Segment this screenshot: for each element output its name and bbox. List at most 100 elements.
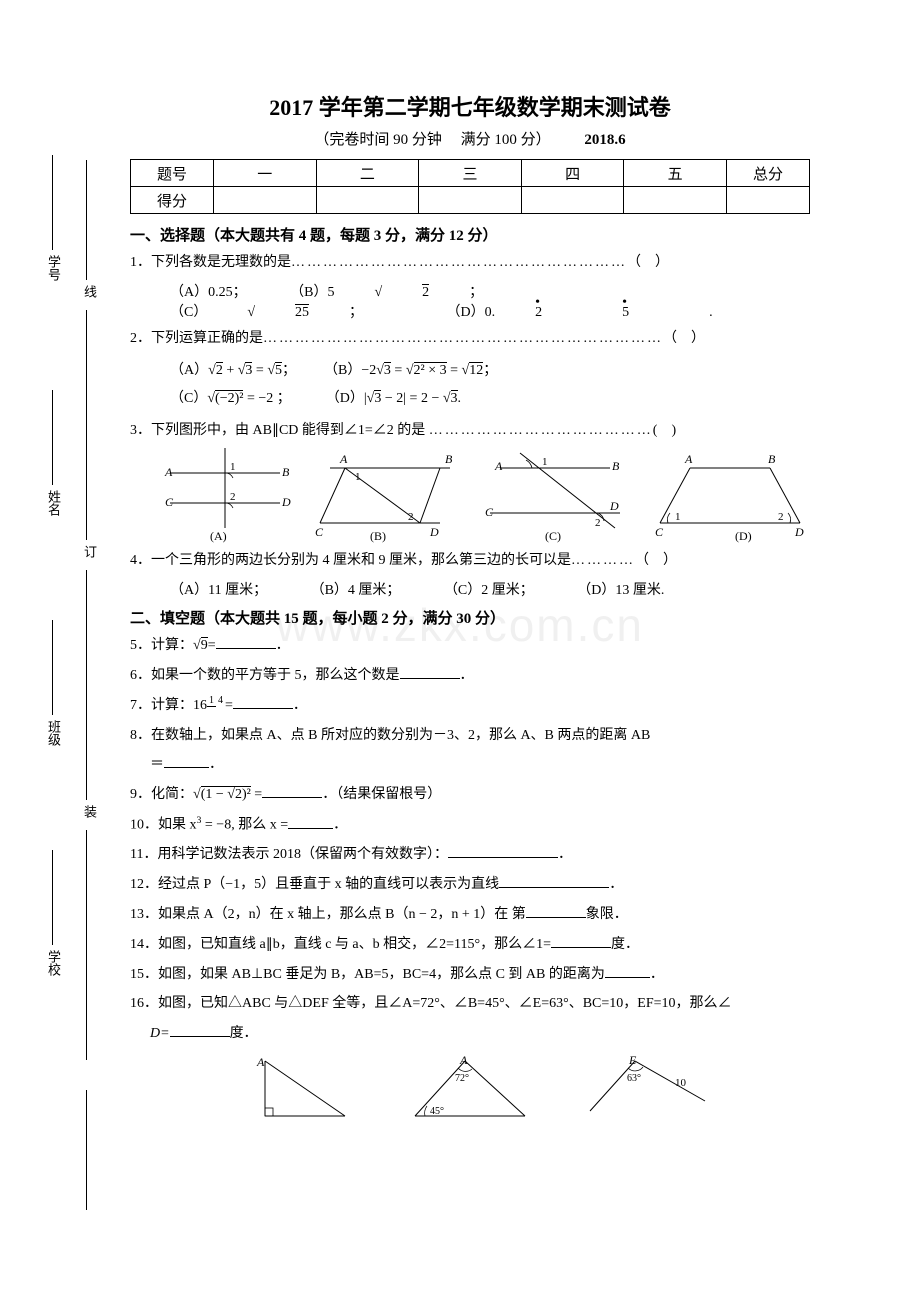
tbl-b5[interactable] [624,187,727,214]
q5: 5．计算：√9=． [130,634,810,658]
tbl-h1: 一 [214,160,317,187]
q8b: ＝． [150,753,810,777]
q1-opts: （A）0.25； （B）5√2； （C）√25； （D）0.•2•5. [170,281,810,321]
q4-stem: 4．一个三角形的两边长分别为 4 厘米和 9 厘米，那么第三边的长可以是 [130,553,571,568]
svg-text:2: 2 [778,511,784,523]
svg-text:D: D [609,499,619,513]
side-name: 姓名 [44,490,63,516]
q4-C: （C）2 厘米； [444,579,534,599]
q3-figA: A B C D 1 2 (A) [150,448,300,543]
section-1: 一、选择题（本大题共有 4 题，每题 3 分，满分 12 分） [130,224,810,245]
svg-text:D: D [281,495,291,509]
q6: 6．如果一个数的平方等于 5，那么这个数是． [130,664,810,688]
fig-q15: A [235,1056,365,1126]
svg-text:A: A [339,452,348,466]
q8: 8．在数轴上，如果点 A、点 B 所对应的数分别为－3、2，那么 A、B 两点的… [130,724,810,748]
q16b: D=度． [150,1022,810,1046]
q2-stem: 2．下列运算正确的是 [130,331,263,346]
tbl-h6: 总分 [727,160,810,187]
svg-text:2: 2 [408,511,414,523]
svg-text:A: A [459,1056,468,1067]
q12: 12．经过点 P（−1，5）且垂直于 x 轴的直线可以表示为直线． [130,873,810,897]
q7: 7．计算：1614=． [130,694,810,718]
fig-q16b: E 63° 10 [575,1056,725,1126]
page-title: 2017 学年第二学期七年级数学期末测试卷 [130,90,810,122]
bottom-figures: A A 72° 45° E 63° 10 [150,1056,810,1126]
tbl-b3[interactable] [419,187,522,214]
q14: 14．如图，已知直线 a∥b，直线 c 与 a、b 相交，∠2=115°，那么∠… [130,933,810,957]
svg-text:C: C [485,505,494,519]
subtitle-time: （完卷时间 90 分钟 [314,132,442,148]
tbl-h5: 五 [624,160,727,187]
fig-q16a: A 72° 45° [395,1056,545,1126]
q11: 11．用科学记数法表示 2018（保留两个有效数字）：． [130,843,810,867]
svg-text:(C): (C) [545,529,561,543]
q1-stem: 1．下列各数是无理数的是 [130,255,291,270]
section-2: 二、填空题（本大题共 15 题，每小题 2 分，满分 30 分） [130,607,810,628]
q3-figures: A B C D 1 2 (A) A B C D 1 2 (B) [150,448,810,543]
q2-A: （A）√2 + √3 = √5； [170,362,296,378]
subtitle-date: 2018.6 [584,132,625,149]
tbl-r2: 得分 [131,187,214,214]
svg-text:B: B [445,452,453,466]
q3-figD: A B C D 1 2 (D) [650,448,810,543]
page-content: 2017 学年第二学期七年级数学期末测试卷 （完卷时间 90 分钟 满分 100… [130,90,810,1130]
q1-A: （A）0.25； [170,281,247,301]
svg-text:C: C [655,525,664,539]
svg-text:(A): (A) [210,529,227,543]
subtitle-score: 满分 100 分） [461,132,551,148]
tbl-b6[interactable] [727,187,810,214]
tbl-b1[interactable] [214,187,317,214]
q2-D: （D）|√3 − 2| = 2 − √3. [326,390,461,406]
svg-text:C: C [165,495,174,509]
q2-B: （B）−2√3 = √2² × 3 = √12； [324,362,497,378]
page-subtitle: （完卷时间 90 分钟 满分 100 分） 2018.6 [130,128,810,149]
side-studentno: 学号 [44,255,63,281]
side-line-char: 线 [80,285,99,298]
q10: 10．如果 x3 = −8, 那么 x =． [130,813,810,837]
q9: 9．化简：√(1 − √2)² =．（结果保留根号） [130,783,810,807]
svg-text:2: 2 [230,491,236,503]
q2: 2．下列运算正确的是…………………………………………………………………（ ） [130,327,810,351]
svg-text:2: 2 [595,517,601,529]
side-bind-char: 订 [80,545,99,558]
q13: 13．如果点 A（2，n）在 x 轴上，那么点 B（n − 2，n + 1）在 … [130,903,810,927]
q1-D: （D）0.•2•5. [447,301,753,321]
svg-text:A: A [494,459,503,473]
svg-text:B: B [768,452,776,466]
svg-text:A: A [164,465,173,479]
tbl-b2[interactable] [316,187,419,214]
svg-text:45°: 45° [430,1106,444,1117]
q2-opts: （A）√2 + √3 = √5； （B）−2√3 = √2² × 3 = √12… [170,357,810,413]
svg-text:C: C [315,525,324,539]
svg-text:B: B [282,465,290,479]
q4-A: （A）11 厘米； [170,579,267,599]
svg-text:1: 1 [230,461,236,473]
q4: 4．一个三角形的两边长分别为 4 厘米和 9 厘米，那么第三边的长可以是…………… [130,549,810,573]
q16: 16．如图，已知△ABC 与△DEF 全等，且∠A=72°、∠B=45°、∠E=… [130,992,810,1016]
q4-B: （B）4 厘米； [311,579,401,599]
side-pack-char: 装 [80,805,99,818]
tbl-h2: 二 [316,160,419,187]
q4-opts: （A）11 厘米； （B）4 厘米； （C）2 厘米； （D）13 厘米. [170,579,810,599]
tbl-h4: 四 [521,160,624,187]
q3-stem: 3．下列图形中，由 AB∥CD 能得到∠1=∠2 的是 [130,423,425,438]
score-table: 题号 一 二 三 四 五 总分 得分 [130,159,810,214]
tbl-b4[interactable] [521,187,624,214]
q1: 1．下列各数是无理数的是………………………………………………………（ ） [130,251,810,275]
side-school: 学校 [44,950,63,976]
q3-figC: A B C D 1 2 (C) [480,448,640,543]
q2-C: （C）√(−2)² = −2 ； [170,390,291,406]
q1-C: （C）√25； [170,301,403,321]
svg-text:A: A [684,452,693,466]
binding-sidebar: 线 订 装 学号 姓名 班级 学校 [50,160,90,1210]
svg-text:D: D [429,525,439,539]
svg-text:1: 1 [542,456,548,468]
svg-text:(B): (B) [370,529,386,543]
svg-text:1: 1 [675,511,681,523]
svg-text:1: 1 [355,471,361,483]
q1-B: （B）5√2； [290,281,523,301]
tbl-h0: 题号 [131,160,214,187]
svg-text:D: D [794,525,804,539]
svg-text:10: 10 [675,1077,687,1089]
